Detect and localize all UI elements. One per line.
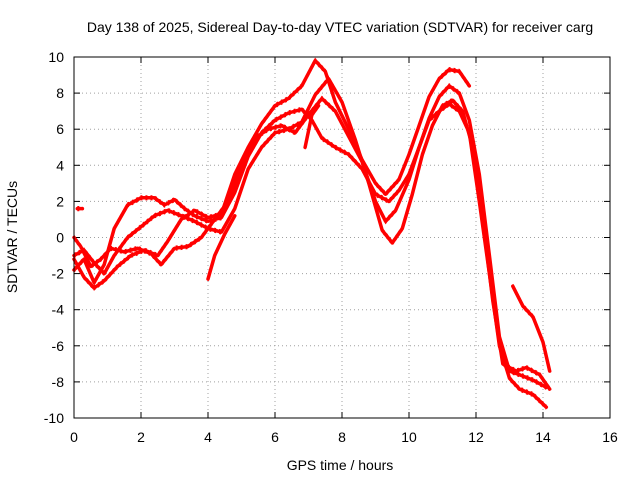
y-tick-label: -8 — [52, 374, 65, 390]
series-markers — [73, 57, 470, 287]
series-track-2 — [72, 57, 472, 291]
y-tick-label: 6 — [56, 121, 64, 137]
y-tick-label: -2 — [52, 266, 65, 282]
y-tick-label: -4 — [52, 302, 65, 318]
series-track-8 — [303, 103, 321, 150]
y-tick-label: 2 — [56, 193, 64, 209]
series-line — [72, 58, 472, 290]
series-markers — [73, 83, 547, 386]
x-tick-label: 10 — [401, 429, 417, 445]
y-axis-label: SDTVAR / TECUs — [4, 181, 20, 293]
series-track-5 — [75, 206, 85, 212]
x-tick-label: 4 — [204, 429, 212, 445]
x-tick-label: 14 — [535, 429, 551, 445]
series-track-4 — [72, 75, 552, 392]
series-markers — [73, 99, 547, 410]
grid — [74, 57, 610, 418]
y-tick-label: 10 — [48, 49, 64, 65]
series-markers — [73, 95, 547, 406]
series-markers — [304, 107, 319, 150]
y-tick-label: -10 — [44, 410, 64, 426]
chart-title: Day 138 of 2025, Sidereal Day-to-day VTE… — [87, 19, 593, 35]
x-tick-label: 0 — [70, 429, 78, 445]
plot-frame — [73, 56, 611, 419]
x-tick-label: 8 — [338, 429, 346, 445]
series-markers — [73, 87, 547, 390]
series-markers — [207, 213, 236, 278]
x-axis-label: GPS time / hours — [287, 457, 394, 473]
y-tick-label: -6 — [52, 338, 65, 354]
series-markers — [73, 75, 551, 388]
y-tick-label: 0 — [56, 230, 64, 246]
series-track-6 — [206, 213, 237, 282]
x-tick-label: 2 — [137, 429, 145, 445]
series-markers — [73, 79, 551, 392]
x-tick-label: 12 — [468, 429, 484, 445]
series-line — [72, 84, 549, 390]
y-tick-label: 8 — [56, 85, 64, 101]
y-tick-label: 4 — [56, 157, 64, 173]
series-markers — [304, 103, 319, 146]
axis-ticks: 0 2 4 6 8 10 12 14 16 -10 -8 -6 -4 -2 0 2 4 6 8 10 — [44, 49, 618, 445]
series-track-7 — [511, 283, 552, 374]
series-markers — [73, 61, 470, 291]
series-markers — [207, 217, 236, 282]
x-tick-label: 6 — [271, 429, 279, 445]
data-series — [72, 57, 552, 410]
series-track-1 — [72, 83, 549, 390]
x-tick-label: 16 — [602, 429, 618, 445]
